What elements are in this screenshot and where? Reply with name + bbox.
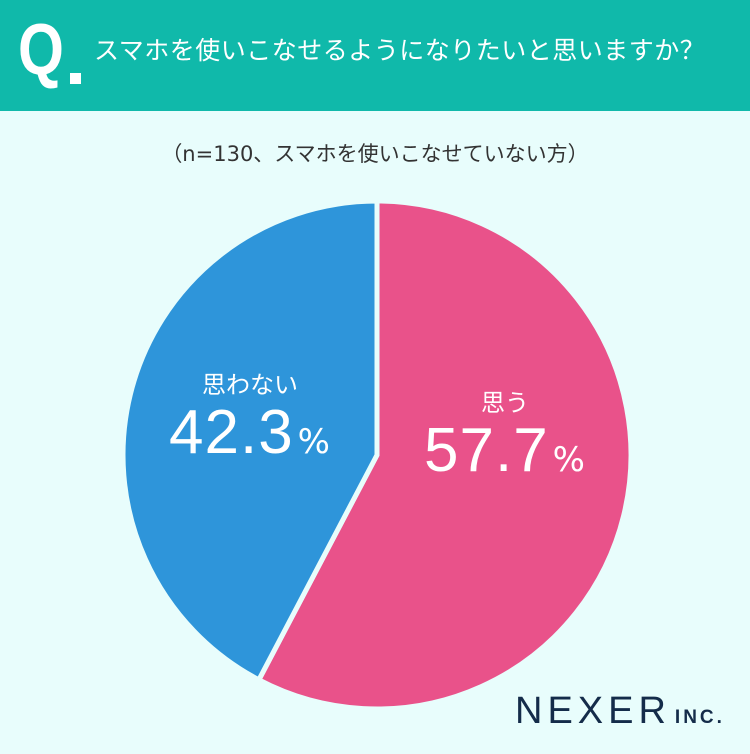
logo-main: NEXER [515,690,671,732]
sample-note: （n=130、スマホを使いこなせていない方） [161,142,589,166]
slice-value-yes-unit: % [552,440,586,480]
nexer-logo: NEXER INC. [515,690,725,733]
question-title: スマホを使いこなせるようになりたいと思いますか？ [94,36,706,65]
pie-slice-0 [255,198,634,712]
slice-value-yes-number: 57.7 [424,416,549,485]
slice-value-no-number: 42.3 [169,398,294,467]
slice-category-no: 思わない [202,371,298,399]
q-dot [70,73,81,84]
logo-sub: INC. [674,707,725,728]
slice-label-yes: 思う 57.7% [405,388,605,493]
question-header: Q スマホを使いこなせるようになりたいと思いますか？ [0,0,750,111]
slice-value-no-unit: % [297,422,331,462]
pie-slice-1 [120,198,380,684]
q-mark: Q [18,10,64,90]
slice-value-yes: 57.7% [405,418,605,493]
slice-label-no: 思わない 42.3% [150,370,350,475]
slice-category-yes: 思う [481,389,529,417]
slice-value-no: 42.3% [150,400,350,475]
